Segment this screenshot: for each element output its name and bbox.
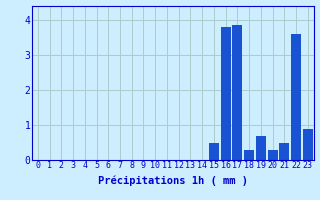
Bar (244, 150, 254, 160)
X-axis label: Précipitations 1h ( mm ): Précipitations 1h ( mm ) (98, 176, 248, 186)
Bar (220, 27, 231, 160)
Bar (268, 150, 277, 160)
Bar (303, 129, 313, 160)
Bar (279, 142, 289, 160)
Bar (256, 136, 266, 160)
Bar (232, 25, 242, 160)
Bar (209, 142, 219, 160)
Bar (291, 34, 301, 160)
